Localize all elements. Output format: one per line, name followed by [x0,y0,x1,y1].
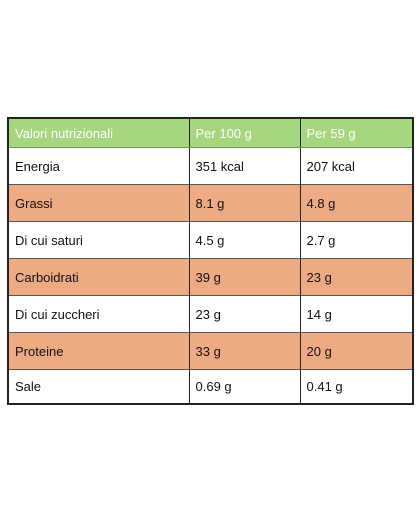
value-per-100g: 0.69 g [188,369,301,404]
table-header-row: Valori nutrizionali Per 100 g Per 59 g [7,118,414,148]
value-per-100g: 351 kcal [188,147,301,185]
value-per-59g: 23 g [299,258,414,296]
nutrient-label: Sale [7,369,190,404]
nutrient-label: Carboidrati [7,258,190,296]
value-per-100g: 8.1 g [188,184,301,222]
table-row: Di cui saturi 4.5 g 2.7 g [7,221,414,259]
value-per-59g: 20 g [299,332,414,370]
table-row: Energia 351 kcal 207 kcal [7,147,414,185]
value-per-59g: 0.41 g [299,369,414,404]
table-row: Grassi 8.1 g 4.8 g [7,184,414,222]
value-per-100g: 39 g [188,258,301,296]
nutrient-label: Di cui zuccheri [7,295,190,333]
value-per-59g: 207 kcal [299,147,414,185]
table-row: Di cui zuccheri 23 g 14 g [7,295,414,333]
nutrient-label: Proteine [7,332,190,370]
value-per-100g: 33 g [188,332,301,370]
nutrient-label: Energia [7,147,190,185]
value-per-59g: 4.8 g [299,184,414,222]
value-per-59g: 14 g [299,295,414,333]
value-per-100g: 4.5 g [188,221,301,259]
table-row: Proteine 33 g 20 g [7,332,414,370]
nutrient-label: Grassi [7,184,190,222]
nutrition-table: Valori nutrizionali Per 100 g Per 59 g E… [7,117,414,405]
value-per-59g: 2.7 g [299,221,414,259]
header-per-59g: Per 59 g [299,118,414,148]
table-row: Carboidrati 39 g 23 g [7,258,414,296]
value-per-100g: 23 g [188,295,301,333]
header-per-100g: Per 100 g [188,118,301,148]
nutrient-label: Di cui saturi [7,221,190,259]
header-nutrient: Valori nutrizionali [7,118,190,148]
table-row: Sale 0.69 g 0.41 g [7,369,414,404]
